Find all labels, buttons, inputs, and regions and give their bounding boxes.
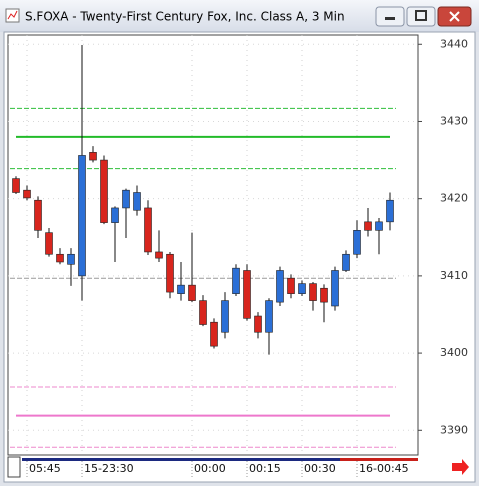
x-tick-label: 05:45: [29, 462, 61, 475]
minimize-button[interactable]: [375, 6, 405, 27]
y-tick-label: 3410: [440, 269, 468, 282]
candle-body: [78, 155, 86, 277]
candle-body: [342, 253, 350, 271]
candle-body: [133, 192, 141, 211]
candle-body: [12, 178, 20, 193]
candle-body: [298, 283, 306, 294]
candle-body: [353, 230, 361, 255]
x-tick-label: 00:15: [249, 462, 281, 475]
x-tick-label: 00:00: [194, 462, 226, 475]
y-tick-label: 3430: [440, 114, 468, 127]
candle-body: [364, 221, 372, 231]
maximize-button[interactable]: [406, 6, 436, 27]
candle-body: [254, 315, 262, 333]
candle-body: [89, 152, 97, 161]
candle-body: [100, 159, 108, 223]
x-tick-label: 00:30: [304, 462, 336, 475]
candle-body: [144, 207, 152, 253]
candle-body: [232, 267, 240, 294]
candle-body: [23, 189, 31, 199]
minimize-glyph: [385, 17, 395, 20]
x-tick-label: 16-00:45: [359, 462, 409, 475]
x-tick-label: 15-23:30: [84, 462, 134, 475]
candle-body: [177, 284, 185, 294]
candle-body: [331, 270, 339, 307]
candle-body: [221, 300, 229, 333]
candle-body: [243, 270, 251, 319]
candle-body: [265, 300, 273, 333]
candle-body: [166, 253, 174, 293]
candle-body: [155, 251, 163, 259]
candle-body: [287, 277, 295, 294]
candle-body: [67, 253, 75, 265]
time-strip-end: [340, 458, 418, 461]
time-strip: [22, 458, 418, 461]
candle-body: [34, 199, 42, 231]
candle-body: [122, 189, 130, 209]
y-tick-label: 3400: [440, 346, 468, 359]
y-tick-label: 3390: [440, 423, 468, 436]
window-title: S.FOXA - Twenty-First Century Fox, Inc. …: [25, 10, 345, 24]
y-tick-label: 3440: [440, 37, 468, 50]
candle-body: [199, 300, 207, 325]
candle-body: [386, 199, 394, 223]
y-tick-label: 3420: [440, 192, 468, 205]
candle-body: [45, 232, 53, 255]
corner-box: [7, 456, 21, 478]
scroll-arrow[interactable]: [452, 459, 469, 475]
candle-body: [375, 221, 383, 231]
close-glyph: [449, 11, 460, 22]
app-icon-glyph: [7, 10, 18, 20]
candle-body: [111, 207, 119, 223]
maximize-glyph: [415, 10, 427, 21]
candle-body: [210, 321, 218, 347]
candle-body: [320, 287, 328, 303]
plot-area: [7, 34, 419, 456]
plot-layer: 3390 3400 3410 3420 3430 3440 05:45 15-23:30 00:…: [8, 35, 468, 477]
candle-body: [309, 283, 317, 301]
candle-body: [56, 253, 64, 263]
candle-body: [188, 284, 196, 301]
candle-body: [276, 270, 284, 303]
